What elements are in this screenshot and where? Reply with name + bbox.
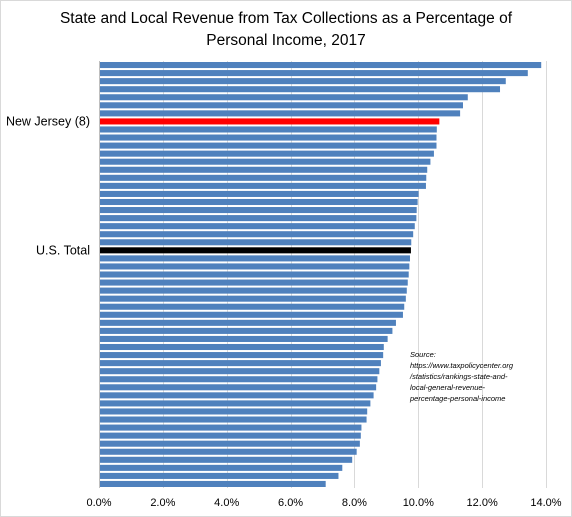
- source-note: Source: https://www.taxpolicycenter.org …: [410, 349, 540, 404]
- bar: [100, 327, 393, 334]
- x-tick-label: 8.0%: [342, 497, 367, 509]
- bar: [100, 384, 377, 391]
- bar: [100, 311, 403, 318]
- bar: [100, 400, 371, 407]
- bar: [100, 368, 380, 375]
- bar: [100, 102, 463, 109]
- x-tick-label: 4.0%: [214, 497, 239, 509]
- x-tick-label: 10.0%: [403, 497, 434, 509]
- bar: [100, 480, 326, 487]
- bar: [100, 360, 381, 367]
- bar: [100, 343, 384, 351]
- source-note-line: percentage-personal-income: [410, 394, 506, 403]
- bar: [100, 295, 406, 302]
- bar: [100, 190, 419, 197]
- bar: [100, 150, 434, 157]
- bar: [100, 247, 411, 254]
- bar: [100, 263, 410, 270]
- category-label: U.S. Total: [36, 243, 90, 257]
- bar: [100, 416, 367, 423]
- bar: [100, 86, 501, 93]
- bar: [100, 62, 542, 69]
- bar: [100, 70, 528, 77]
- bar: [100, 464, 343, 471]
- x-tick-label: 2.0%: [150, 497, 175, 509]
- bar: [100, 198, 418, 206]
- bar: [100, 448, 357, 455]
- bar: [100, 223, 415, 230]
- bar: [100, 432, 361, 439]
- bar: [100, 118, 440, 125]
- bar: [100, 239, 412, 246]
- bar: [100, 126, 437, 133]
- bar: [100, 94, 468, 101]
- bar: [100, 78, 506, 85]
- bar: [100, 424, 362, 431]
- bar: [100, 255, 410, 262]
- bar: [100, 110, 461, 117]
- x-tick-label: 12.0%: [467, 497, 498, 509]
- source-note-line: Source:: [410, 350, 436, 359]
- bar: [100, 352, 384, 359]
- chart-title: State and Local Revenue from Tax Collect…: [59, 10, 513, 49]
- source-note-line: /statistics/rankings-state-and-: [410, 372, 508, 381]
- bar: [100, 231, 414, 238]
- bar: [100, 215, 417, 222]
- bar: [100, 440, 360, 447]
- bar: [100, 408, 368, 415]
- bar: [100, 142, 437, 149]
- bar: [100, 207, 417, 214]
- source-note-line: local-general-revenue-: [410, 383, 486, 392]
- x-tick-label: 6.0%: [278, 497, 303, 509]
- bar: [100, 319, 396, 326]
- bar: [100, 182, 426, 189]
- bar: [100, 287, 407, 294]
- bar: [100, 376, 378, 383]
- bar: [100, 166, 428, 173]
- bar: [100, 392, 374, 399]
- bar: [100, 472, 339, 479]
- bar: [100, 456, 353, 463]
- x-tick-label: 0.0%: [86, 497, 111, 509]
- bar: [100, 335, 388, 342]
- bar: [100, 134, 437, 141]
- category-label: New Jersey (8): [6, 114, 90, 128]
- bar: [100, 303, 405, 310]
- bar: [100, 271, 409, 278]
- bar: [100, 174, 427, 181]
- source-note-line: https://www.taxpolicycenter.org: [410, 361, 514, 370]
- bar: [100, 279, 408, 286]
- x-tick-label: 14.0%: [530, 497, 561, 509]
- bar: [100, 158, 431, 165]
